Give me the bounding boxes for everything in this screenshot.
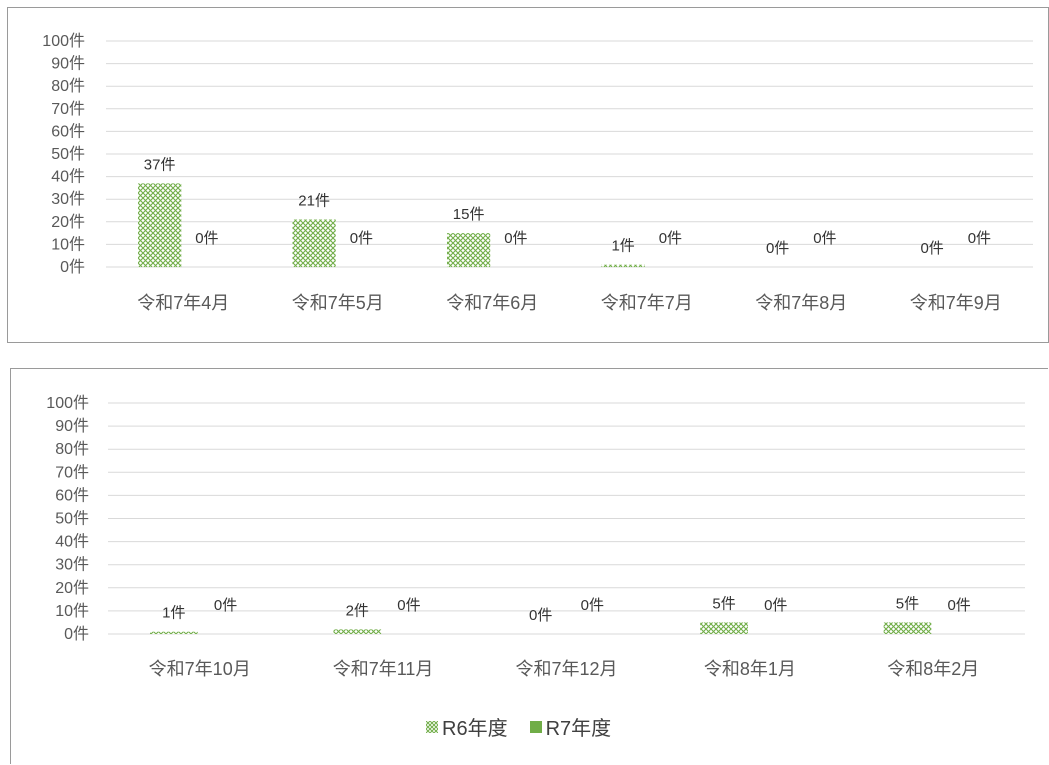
bar-r6: [292, 219, 336, 267]
chart-panel-top: 0件 10件 20件 30件 40件 50件 60件 70件 80件 90件 100件令和7年4月 3…: [7, 7, 1049, 343]
y-tick-label: 70件: [55, 463, 89, 481]
x-category-label: 令和7年6月: [446, 293, 538, 313]
bar-r6: [137, 183, 182, 267]
data-label-r6: 15件: [453, 206, 485, 223]
y-tick-label: 0件: [60, 258, 85, 276]
y-tick-label: 10件: [55, 602, 89, 620]
data-label-r6: 1件: [611, 238, 634, 255]
bar-r6: [333, 629, 382, 634]
y-tick-label: 40件: [51, 168, 85, 186]
y-tick-label: 40件: [55, 533, 89, 551]
bar-r6: [700, 622, 748, 634]
legend-label-r7: R7年度: [545, 718, 612, 740]
data-label-r7: 0件: [581, 597, 604, 614]
y-tick-label: 30件: [51, 190, 85, 208]
y-tick-label: 80件: [55, 440, 89, 458]
solid-swatch-icon: [529, 720, 542, 733]
y-tick-label: 80件: [51, 77, 85, 95]
y-tick-label: 60件: [51, 122, 85, 140]
y-tick-label: 20件: [55, 579, 89, 597]
y-tick-label: 100件: [46, 394, 89, 412]
bar-chart-bottom: 0件 10件 20件 30件 40件 50件 60件 70件 80件 90件 100件令和7年10月…: [46, 394, 1025, 679]
data-label-r7: 0件: [659, 230, 682, 247]
data-label-r7: 0件: [214, 597, 237, 614]
x-category-label: 令和7年11月: [333, 659, 434, 679]
y-tick-label: 20件: [51, 213, 85, 231]
data-label-r6: 37件: [144, 156, 176, 173]
y-tick-label: 30件: [55, 556, 89, 574]
data-label-r7: 0件: [813, 230, 836, 247]
y-tick-label: 10件: [51, 235, 85, 253]
y-tick-label: 90件: [55, 417, 89, 435]
data-label-r6: 0件: [766, 240, 789, 257]
bar-r6: [601, 264, 645, 267]
legend: R6年度 R7年度: [426, 712, 611, 741]
bar-r6: [446, 233, 491, 267]
legend-item-r7: R7年度: [529, 712, 612, 741]
data-label-r7: 0件: [195, 230, 218, 247]
legend-item-r6: R6年度: [426, 712, 508, 741]
x-category-label: 令和7年9月: [910, 293, 1002, 313]
x-category-label: 令和7年4月: [137, 293, 229, 313]
y-tick-label: 50件: [51, 145, 85, 163]
data-label-r7: 0件: [504, 230, 527, 247]
crosshatch-swatch-icon: [426, 720, 438, 733]
data-label-r7: 0件: [397, 597, 420, 614]
data-label-r6: 0件: [529, 607, 552, 624]
x-category-label: 令和7年5月: [292, 293, 384, 313]
y-tick-label: 90件: [51, 55, 85, 73]
legend-label-r6: R6年度: [442, 718, 508, 740]
data-label-r6: 5件: [712, 595, 735, 612]
x-category-label: 令和8年2月: [887, 659, 979, 679]
data-label-r6: 1件: [162, 605, 185, 622]
x-category-label: 令和8年1月: [704, 659, 796, 679]
y-tick-label: 100件: [42, 32, 85, 50]
data-label-r7: 0件: [968, 230, 991, 247]
chart-panel-bottom: 0件 10件 20件 30件 40件 50件 60件 70件 80件 90件 100件令和7年10月…: [10, 368, 1048, 764]
x-category-label: 令和7年10月: [149, 659, 251, 679]
y-tick-label: 70件: [51, 100, 85, 118]
data-label-r6: 21件: [298, 193, 330, 210]
y-tick-label: 60件: [55, 486, 89, 504]
data-label-r7: 0件: [350, 230, 373, 247]
data-label-r7: 0件: [764, 597, 787, 614]
data-label-r6: 2件: [346, 602, 369, 619]
x-category-label: 令和7年7月: [601, 293, 693, 313]
data-label-r6: 5件: [896, 595, 919, 612]
bar-r6: [883, 622, 932, 634]
data-label-r6: 0件: [920, 240, 943, 257]
y-tick-label: 0件: [64, 625, 89, 643]
data-label-r7: 0件: [947, 597, 970, 614]
x-category-label: 令和7年12月: [515, 659, 617, 679]
y-tick-label: 50件: [55, 510, 89, 528]
x-category-label: 令和7年8月: [755, 293, 847, 313]
bar-r6: [150, 631, 198, 634]
